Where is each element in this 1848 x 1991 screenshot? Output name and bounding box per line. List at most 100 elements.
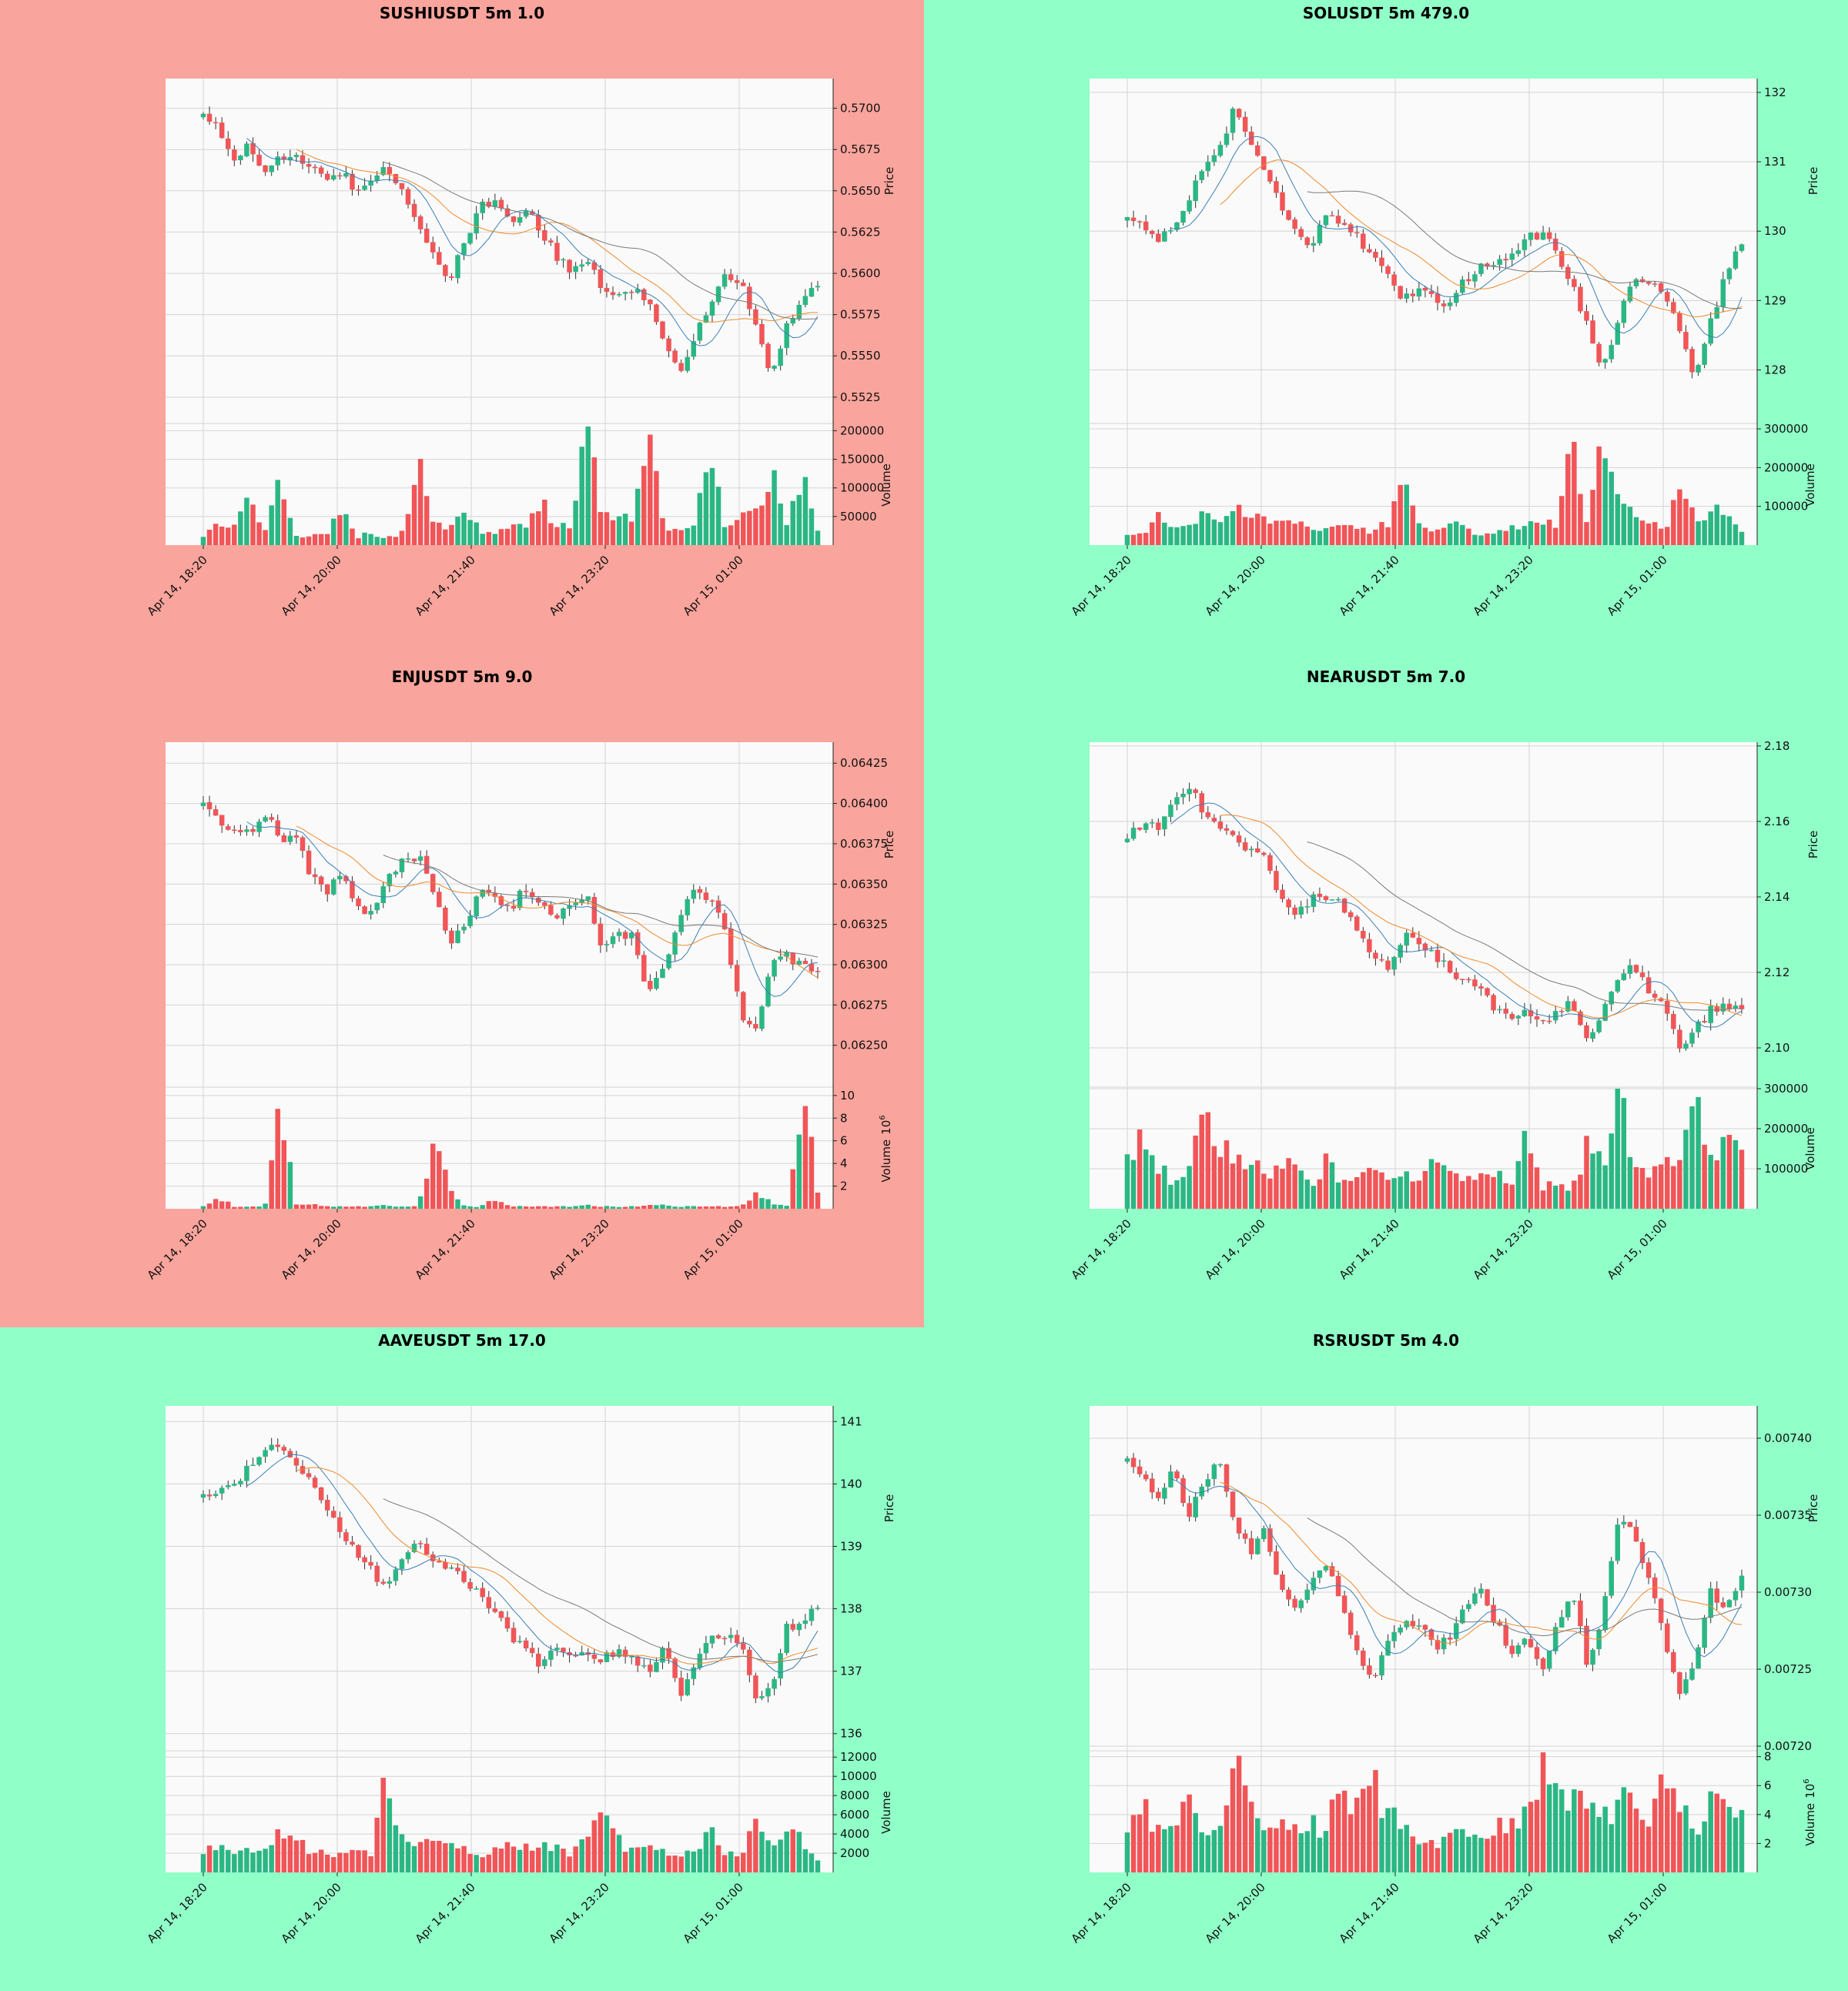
volume-bar: [1280, 1169, 1285, 1209]
candle-up: [622, 292, 628, 294]
volume-bar: [269, 1845, 274, 1872]
candle-up: [641, 1665, 647, 1667]
candlestick-chart: SUSHIUSDT 5m 1.0 0.5525 0.5550 0.5575 0.5600…: [145, 4, 896, 618]
candle-up: [374, 902, 380, 911]
candle-down: [591, 262, 598, 270]
volume-bar: [1385, 1808, 1391, 1872]
volume-bar: [1596, 446, 1602, 545]
y-tick-label: 2.18: [1764, 739, 1789, 753]
volume-bar: [753, 508, 758, 545]
candle-up: [244, 1465, 249, 1481]
volume-bar: [554, 1844, 560, 1872]
candle-down: [312, 874, 318, 878]
x-tick-label: Apr 14, 20:00: [1203, 1880, 1268, 1946]
volume-bar: [1528, 1153, 1534, 1209]
volume-bar: [747, 1200, 752, 1209]
volume-bar: [561, 1206, 566, 1209]
volume-bar: [641, 1846, 647, 1872]
volume-bar: [1540, 524, 1546, 545]
candle-up: [1428, 949, 1435, 952]
moving-average-line-1: [246, 1454, 819, 1674]
candle-up: [759, 1006, 765, 1029]
candle-up: [1621, 973, 1627, 981]
volume-bar: [585, 1204, 591, 1209]
candle-down: [1230, 831, 1236, 835]
candle-down: [449, 930, 454, 944]
candle-up: [455, 255, 460, 279]
volume-axis-label: Volume106: [1803, 1779, 1817, 1845]
volume-bar: [1422, 1842, 1428, 1872]
candle-down: [678, 363, 684, 371]
volume-bar: [318, 1849, 324, 1872]
volume-bar: [430, 521, 436, 545]
volume-bar: [728, 1206, 734, 1209]
volume-bar: [312, 1852, 318, 1872]
candle-down: [660, 321, 665, 339]
candle-up: [796, 304, 802, 319]
volume-bar: [1460, 524, 1465, 545]
candle-down: [232, 149, 237, 161]
candle-down: [1435, 1640, 1441, 1650]
volume-bar: [1280, 520, 1285, 545]
x-tick-label: Apr 15, 01:00: [1605, 1880, 1670, 1946]
candle-up: [1528, 233, 1534, 240]
volume-bar: [1156, 512, 1161, 545]
volume-bar: [561, 1849, 566, 1872]
volume-bar: [238, 1206, 243, 1209]
volume-bar: [1683, 1129, 1689, 1209]
volume-bar: [250, 504, 256, 545]
candle-down: [1683, 332, 1689, 350]
volume-bar: [1503, 530, 1508, 545]
volume-bar: [1168, 1184, 1173, 1209]
volume-bar: [604, 1206, 610, 1209]
candle-down: [324, 173, 330, 180]
candle-down: [1156, 822, 1161, 830]
volume-bar: [492, 1200, 498, 1209]
candle-down: [380, 1581, 387, 1584]
candle-down: [1584, 1625, 1589, 1665]
candle-up: [1323, 1566, 1329, 1571]
candle-up: [542, 1659, 547, 1666]
volume-bar: [213, 1199, 219, 1209]
volume-bar: [1652, 1166, 1658, 1209]
volume-bar: [709, 1206, 715, 1209]
volume-bar: [200, 537, 206, 545]
candle-up: [1627, 286, 1633, 302]
candle-up: [628, 1656, 634, 1658]
x-tick-label: Apr 15, 01:00: [681, 1216, 746, 1282]
volume-bar: [461, 1205, 467, 1209]
volume-bar: [293, 536, 300, 545]
candle-up: [808, 1608, 815, 1621]
volume-bar: [591, 457, 598, 545]
candle-up: [802, 296, 808, 306]
volume-bar: [622, 1852, 628, 1872]
volume-bar: [498, 529, 504, 545]
price-axis-label: Price: [882, 831, 896, 859]
candle-down: [511, 1628, 517, 1643]
volume-bar: [1298, 521, 1304, 545]
volume-bar: [1714, 504, 1720, 545]
volume-bar: [1552, 527, 1558, 545]
volume-bar: [250, 1852, 256, 1872]
x-tick-label: Apr 14, 23:20: [1471, 1880, 1536, 1946]
volume-bar: [1304, 1180, 1311, 1209]
volume-bar: [796, 1832, 802, 1872]
candle-up: [387, 874, 393, 886]
volume-bar: [1124, 534, 1130, 545]
volume-bar: [1267, 1178, 1273, 1209]
volume-bar: [1286, 1829, 1291, 1872]
moving-average-line-2: [296, 1467, 819, 1665]
volume-bar: [778, 1839, 783, 1872]
volume-bar: [1702, 1144, 1707, 1209]
candle-down: [1665, 292, 1670, 302]
volume-bar: [753, 1192, 758, 1209]
candle-down: [387, 166, 393, 175]
volume-bar: [1602, 1165, 1608, 1209]
volume-bar: [443, 1843, 448, 1872]
volume-bar: [1441, 527, 1447, 545]
volume-bar: [449, 1190, 454, 1209]
candle-down: [1280, 889, 1285, 899]
candle-down: [1639, 279, 1645, 283]
volume-bar: [1416, 523, 1422, 545]
volume-bar: [474, 1855, 479, 1872]
